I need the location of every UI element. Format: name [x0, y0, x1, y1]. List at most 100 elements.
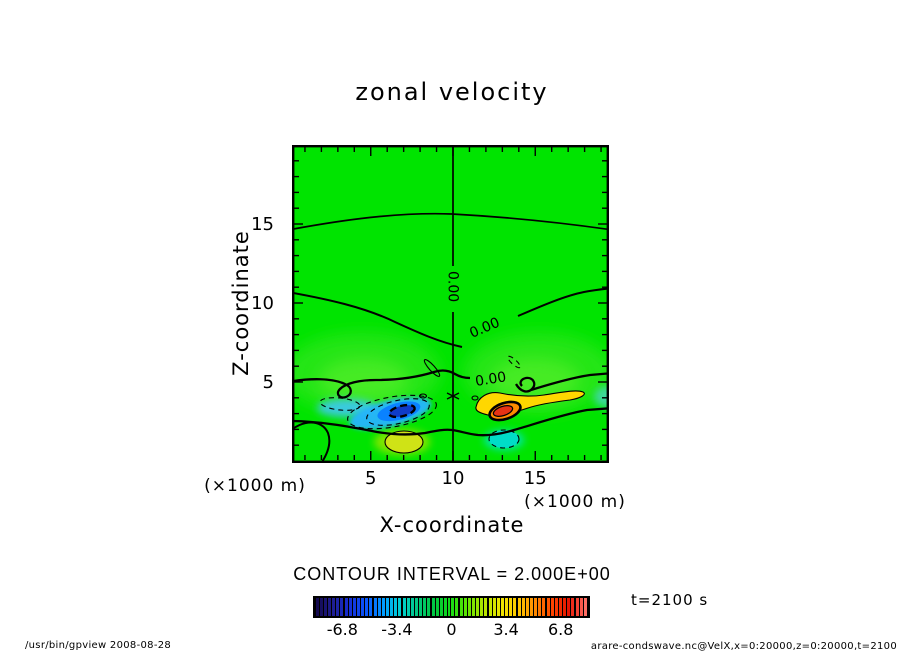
colorbar-stripe [435, 598, 439, 616]
colorbar-stripe [455, 598, 459, 616]
colorbar-stripe [406, 598, 410, 616]
plot-frame [292, 145, 609, 463]
colorbar-stripe [571, 598, 575, 616]
colorbar-stripe [489, 598, 493, 616]
page-title: zonal velocity [355, 78, 549, 106]
secondary-positive-contour [384, 430, 424, 454]
colorbar-stripe [522, 598, 526, 616]
colorbar-stripe [460, 598, 464, 616]
colorbar-stripe [476, 598, 480, 616]
colorbar-stripe [530, 598, 534, 616]
axis-tick-label: 5 [365, 468, 377, 489]
contour-bottom [292, 407, 609, 437]
footer-data-source: arare-condswave.nc@VelX,x=0:20000,z=0:20… [590, 641, 897, 652]
colorbar-stripe [567, 598, 571, 616]
colorbar [313, 596, 590, 618]
contour-mid-left [292, 291, 463, 348]
colorbar-stripe [397, 598, 401, 616]
colorbar-stripe [339, 598, 343, 616]
colorbar-stripe [464, 598, 468, 616]
colorbar-stripe [472, 598, 476, 616]
axis-tick-label: 10 [251, 293, 274, 314]
colorbar-stripe [468, 598, 472, 616]
colorbar-stripe [505, 598, 509, 616]
contour-corner-left [292, 421, 331, 463]
x-axis-unit: (×1000 m) [524, 492, 626, 512]
colorbar-stripe [422, 598, 426, 616]
colorbar-stripe [480, 598, 484, 616]
colorbar-tick-label: 6.8 [547, 620, 574, 639]
colorbar-stripe [373, 598, 377, 616]
colorbar-stripe [335, 598, 339, 616]
negative-anomaly-blob [349, 397, 432, 430]
colorbar-stripe [501, 598, 505, 616]
colorbar-stripe [352, 598, 356, 616]
colorbar-tick-label: -3.4 [381, 620, 413, 639]
colorbar-tick-label: 3.4 [493, 620, 519, 639]
colorbar-stripe [389, 598, 393, 616]
dashed-negative-contours [319, 355, 521, 430]
contour-lower-right [515, 372, 609, 393]
colorbar-stripe [385, 598, 389, 616]
colorbar-stripe [447, 598, 451, 616]
colorbar-stripe [559, 598, 563, 616]
colorbar-stripe [360, 598, 364, 616]
axis-tick-label: 15 [251, 214, 274, 235]
footer-command-line: /usr/bin/gpview 2008-08-28 [25, 640, 172, 651]
colorbar-stripe [348, 598, 352, 616]
contour-interval-text: CONTOUR INTERVAL = 2.000E+00 [293, 564, 611, 584]
axis-ticks [294, 147, 607, 460]
axis-tick-label: 5 [262, 372, 274, 393]
contour-label-lower: 0.00 [474, 369, 507, 390]
colorbar-stripe [316, 598, 319, 616]
y-axis-unit: (×1000 m) [204, 476, 306, 496]
colorbar-stripe [451, 598, 455, 616]
colorbar-stripe [526, 598, 530, 616]
colorbar-stripe [364, 598, 368, 616]
axis-tick-label: 10 [441, 468, 465, 489]
colorbar-tick-label: 0 [446, 620, 457, 639]
axis-tick-label: 15 [523, 468, 547, 489]
colorbar-stripe [410, 598, 414, 616]
positive-anomaly-blob [475, 390, 585, 422]
colorbar-stripe [319, 598, 323, 616]
colorbar-stripe [576, 598, 579, 616]
colorbar-stripe [356, 598, 360, 616]
colorbar-stripe [534, 598, 538, 616]
colorbar-stripe [381, 598, 385, 616]
x-axis-label: X-coordinate [379, 513, 525, 537]
colorbar-stripe [431, 598, 435, 616]
colorbar-stripe [414, 598, 418, 616]
colorbar-stripe [393, 598, 397, 616]
colorbar-stripe [513, 598, 517, 616]
colorbar-stripe [331, 598, 335, 616]
colorbar-stripe [538, 598, 542, 616]
colorbar-stripe [323, 598, 327, 616]
contour-mid-right [517, 287, 609, 317]
colorbar-stripe [497, 598, 501, 616]
colorbar-tick-label: -6.8 [326, 620, 358, 639]
colorbar-stripe [426, 598, 430, 616]
colorbar-stripe [344, 598, 348, 616]
colorbar-stripe [368, 598, 372, 616]
colorbar-stripe [493, 598, 497, 616]
colorbar-stripe [542, 598, 546, 616]
colorbar-stripe [555, 598, 559, 616]
contour-upper [292, 212, 609, 231]
colorbar-stripe [443, 598, 447, 616]
colorbar-stripe [580, 598, 583, 616]
colorbar-stripe [551, 598, 555, 616]
time-label: t=2100 s [631, 591, 709, 609]
contour-lower-left [292, 369, 471, 399]
colorbar-stripe [563, 598, 567, 616]
colorbar-stripe [402, 598, 406, 616]
colorbar-stripe [518, 598, 522, 616]
colorbar-stripe [484, 598, 488, 616]
zero-contour-lines [292, 145, 609, 463]
colorbar-stripe [439, 598, 443, 616]
contour-label-vertical: 0.00 [445, 271, 461, 302]
colorbar-stripe [418, 598, 422, 616]
colorbar-stripe [509, 598, 513, 616]
colorbar-stripe [583, 598, 587, 616]
